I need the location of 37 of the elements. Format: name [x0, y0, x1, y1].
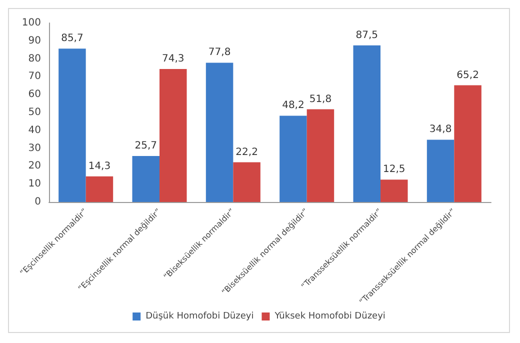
bar	[306, 109, 334, 202]
bar	[132, 156, 160, 202]
y-tick-label: 100	[22, 18, 41, 28]
y-tick-label: 0	[34, 196, 41, 208]
bar	[380, 180, 408, 202]
data-label: 85,7	[61, 33, 84, 44]
bar	[160, 69, 187, 202]
y-tick-label: 10	[28, 178, 41, 190]
data-label: 87,5	[356, 30, 378, 41]
y-tick-label: 50	[28, 107, 41, 118]
legend-label: Düşük Homofobi Düzeyi	[146, 312, 254, 322]
bar	[454, 85, 482, 202]
data-label: 48,2	[282, 100, 304, 112]
y-tick-label: 60	[28, 89, 41, 100]
legend-label: Yüksek Homofobi Düzeyi	[274, 312, 386, 322]
bar	[86, 176, 114, 202]
bar	[206, 62, 234, 202]
y-tick-label: 30	[28, 142, 41, 154]
bar	[233, 162, 260, 202]
y-tick-label: 70	[28, 71, 41, 82]
y-tick-label: 80	[28, 53, 41, 64]
bar	[58, 48, 86, 202]
y-tick-label: 90	[28, 35, 41, 46]
data-label: 77,8	[208, 47, 231, 58]
y-tick-label: 40	[28, 124, 41, 136]
bar	[426, 140, 454, 202]
data-label: 14,3	[88, 160, 111, 172]
data-label: 74,3	[162, 54, 184, 65]
data-label: 22,2	[236, 146, 258, 158]
data-label: 12,5	[382, 164, 406, 176]
data-label: 25,7	[134, 140, 158, 152]
data-label: 65,2	[456, 70, 479, 81]
bar	[353, 45, 380, 202]
bar	[280, 116, 307, 202]
data-label: 51,8	[309, 94, 332, 105]
data-label: 34,8	[429, 124, 452, 136]
y-tick-label: 20	[28, 160, 41, 172]
